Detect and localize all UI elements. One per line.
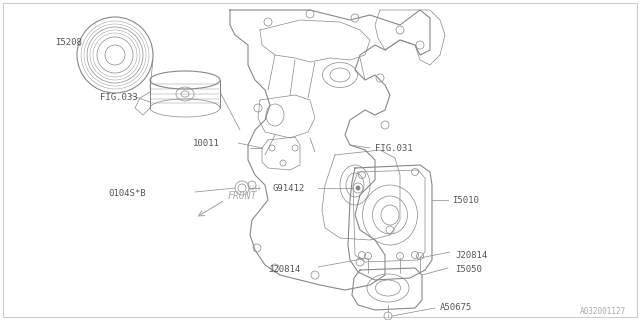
Text: I5010: I5010	[452, 196, 479, 204]
Text: J20814: J20814	[455, 251, 487, 260]
Text: FRONT: FRONT	[228, 191, 257, 201]
Text: A50675: A50675	[440, 303, 472, 313]
Text: A032001127: A032001127	[580, 307, 627, 316]
Text: 0104S*B: 0104S*B	[108, 188, 146, 197]
Text: FIG.033: FIG.033	[100, 92, 138, 101]
Text: I5050: I5050	[455, 266, 482, 275]
Text: J20814: J20814	[268, 266, 300, 275]
Text: FIG.031: FIG.031	[375, 143, 413, 153]
Text: G91412: G91412	[272, 183, 304, 193]
Text: I5208: I5208	[55, 37, 82, 46]
Circle shape	[355, 186, 360, 190]
Text: 10011: 10011	[193, 139, 220, 148]
